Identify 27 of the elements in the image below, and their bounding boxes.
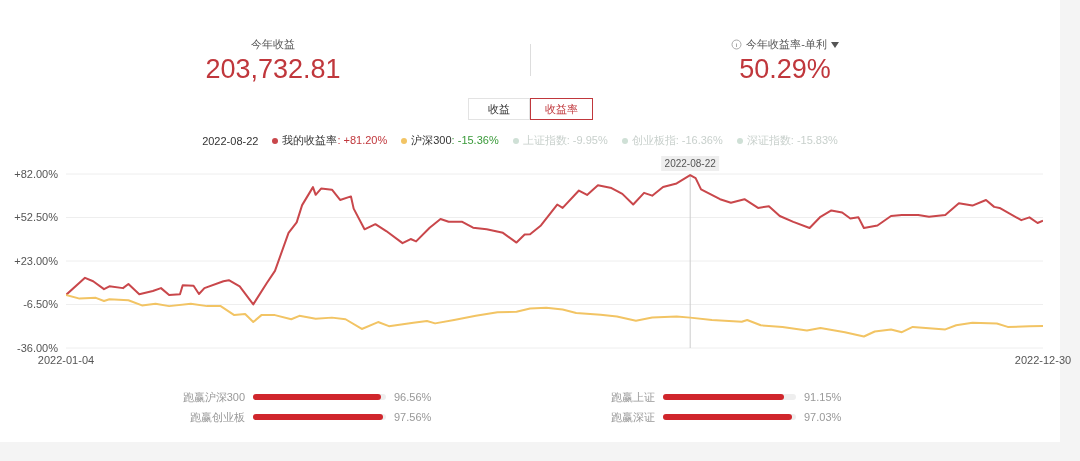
y-tick-label: -6.50% <box>23 298 59 311</box>
ref-line-label: 2022-08-22 <box>664 158 717 169</box>
text: : -15.36% <box>451 134 499 146</box>
y-tick-label: +82.00% <box>14 167 59 180</box>
data-label: 96.56% <box>394 391 432 403</box>
x-tick-label: 2022-12-30 <box>1014 353 1072 366</box>
line-series <box>66 293 1043 338</box>
text: 今年收益率-单利 <box>746 37 827 52</box>
text: 今年收益 <box>250 37 296 52</box>
category-label: 跑赢创业板 <box>189 409 245 425</box>
text: : +81.20% <box>337 134 388 146</box>
line-series <box>66 174 1043 306</box>
data-label: 97.56% <box>394 411 432 423</box>
text: 收益率 <box>530 98 593 120</box>
text: 203,732.81 <box>204 54 342 85</box>
text: 收益 <box>468 98 530 120</box>
category-label: 跑赢深证 <box>610 409 655 425</box>
text: 50.29% <box>738 54 832 85</box>
category-label: 跑赢沪深300 <box>181 389 245 405</box>
x-tick-label: 2022-01-04 <box>37 353 95 366</box>
y-tick-label: +52.50% <box>14 211 59 224</box>
y-tick-label: -36.00% <box>17 341 59 354</box>
y-tick-label: +23.00% <box>14 254 59 267</box>
text: 2022-08-22 <box>202 134 259 147</box>
data-label: 91.15% <box>804 391 842 403</box>
data-label: 97.03% <box>804 411 842 423</box>
category-label: 跑赢上证 <box>610 389 655 405</box>
